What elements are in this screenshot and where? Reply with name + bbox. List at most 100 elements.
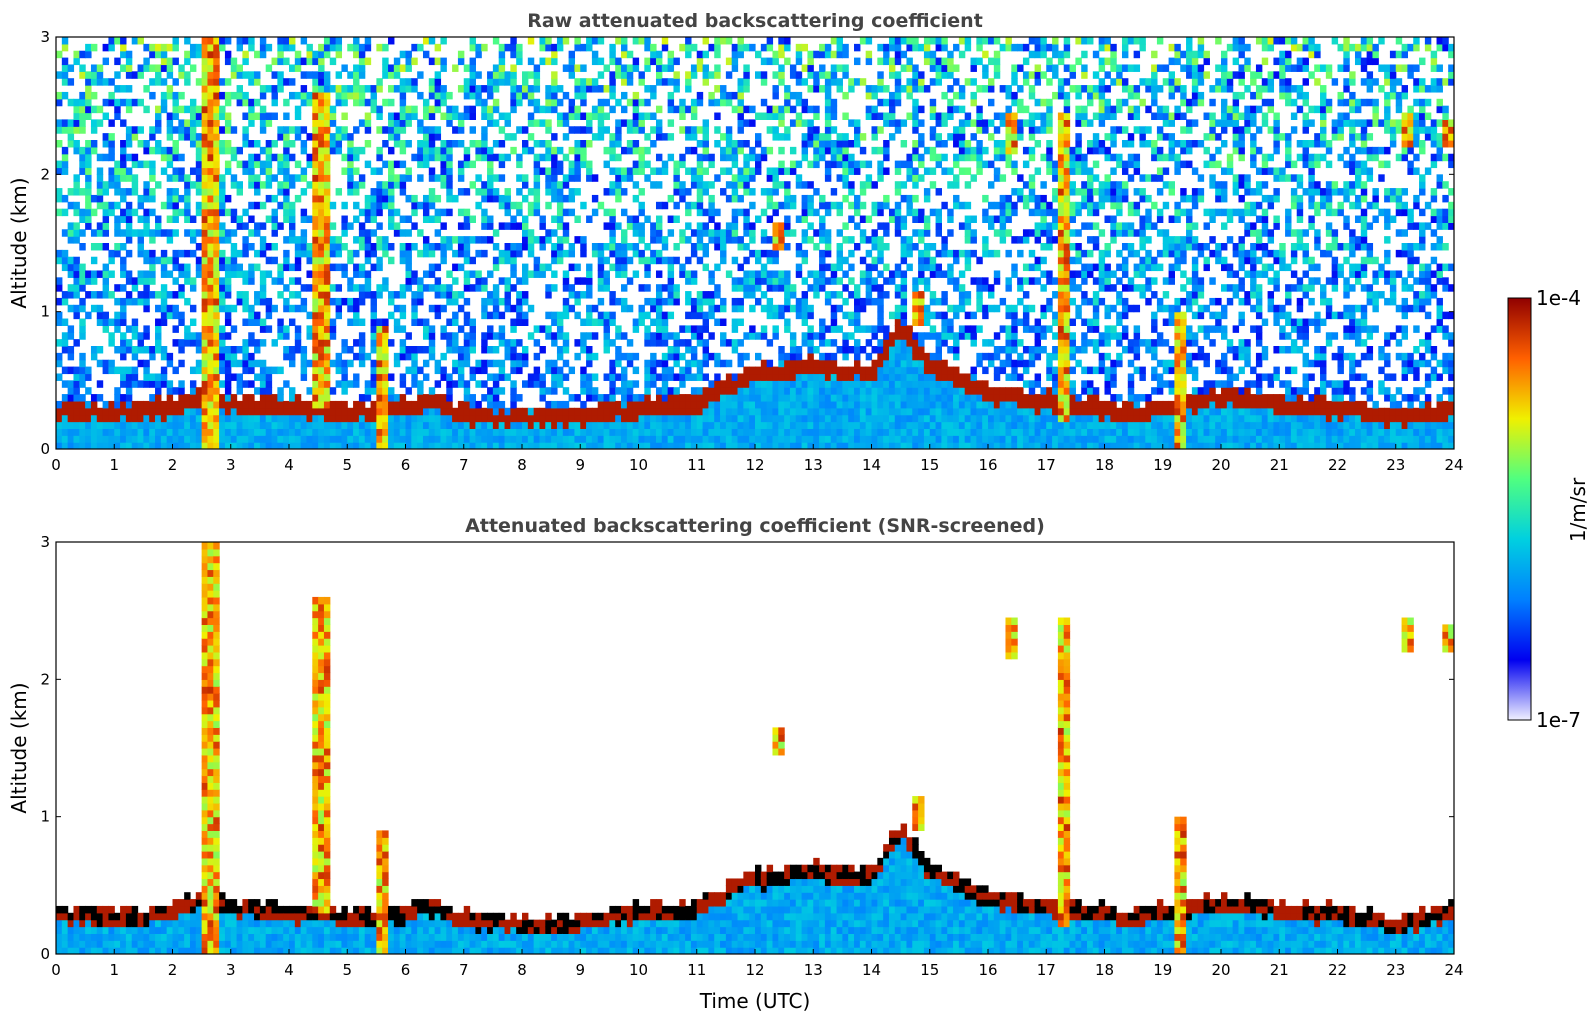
heatmap-cell-p1 xyxy=(842,311,849,320)
heatmap-cell-p1 xyxy=(469,105,476,114)
heatmap-cell-p1 xyxy=(801,64,809,72)
heatmap-cell-p1 xyxy=(737,167,744,175)
heatmap-cell-p1 xyxy=(108,208,115,217)
heatmap-cell-p1 xyxy=(533,270,541,278)
heatmap-cell-p1 xyxy=(562,174,570,182)
heatmap-cell-p1 xyxy=(498,112,506,120)
heatmap-cell-p1 xyxy=(586,359,593,368)
heatmap-cell-p1 xyxy=(650,181,657,189)
heatmap-cell-p1 xyxy=(195,201,203,210)
heatmap-cell-p1 xyxy=(376,359,383,368)
heatmap-cell-p1 xyxy=(428,435,436,443)
heatmap-cell-p1 xyxy=(667,435,675,443)
heatmap-cell-p1 xyxy=(475,421,482,429)
heatmap-cell-p1 xyxy=(160,291,168,299)
heatmap-cell-p1 xyxy=(632,112,640,120)
heatmap-cell-p1 xyxy=(370,325,377,333)
heatmap-cell-p1 xyxy=(638,78,645,86)
heatmap-cell-p1 xyxy=(79,50,86,59)
heatmap-cell-p1 xyxy=(655,297,663,306)
heatmap-cell-p1 xyxy=(854,407,861,416)
heatmap-cell-p1 xyxy=(679,352,686,361)
heatmap-cell-p1 xyxy=(318,243,325,251)
heatmap-cell-p1 xyxy=(772,256,779,265)
heatmap-cell-p1 xyxy=(405,85,412,93)
heatmap-cell-p1 xyxy=(545,201,552,210)
heatmap-cell-p1 xyxy=(854,435,861,443)
heatmap-cell-p1 xyxy=(329,222,337,230)
heatmap-cell-p1 xyxy=(556,215,564,223)
heatmap-cell-p1 xyxy=(236,215,243,223)
heatmap-cell-p1 xyxy=(696,339,704,347)
heatmap-cell-p1 xyxy=(632,64,640,72)
heatmap-cell-p1 xyxy=(56,339,63,347)
heatmap-cell-p1 xyxy=(323,222,331,230)
heatmap-cell-p1 xyxy=(714,394,721,402)
heatmap-cell-p1 xyxy=(638,126,645,134)
heatmap-cell-p1 xyxy=(248,339,255,347)
heatmap-cell-p1 xyxy=(859,229,867,237)
heatmap-cell-p1 xyxy=(819,414,826,423)
heatmap-cell-p1 xyxy=(632,325,640,333)
heatmap-cell-p1 xyxy=(842,270,849,278)
heatmap-cell-p1 xyxy=(370,400,377,409)
heatmap-cell-p1 xyxy=(446,174,453,182)
heatmap-cell-p1 xyxy=(85,270,92,278)
heatmap-cell-p1 xyxy=(120,400,127,409)
heatmap-cell-p1 xyxy=(516,304,523,313)
heatmap-cell-p1 xyxy=(318,133,325,141)
heatmap-cell-p1 xyxy=(819,284,826,292)
heatmap-cell-p1 xyxy=(85,50,92,59)
heatmap-cell-p1 xyxy=(830,311,838,320)
heatmap-cell-p1 xyxy=(96,174,104,182)
heatmap-cell-p1 xyxy=(632,57,640,66)
heatmap-cell-p1 xyxy=(382,359,389,368)
heatmap-cell-p1 xyxy=(195,421,203,429)
heatmap-cell-p1 xyxy=(259,435,267,443)
heatmap-cell-p1 xyxy=(283,325,290,333)
heatmap-cell-p1 xyxy=(329,414,337,423)
heatmap-cell-p1 xyxy=(323,346,331,354)
heatmap-cell-p1 xyxy=(155,373,162,381)
heatmap-cell-p1 xyxy=(702,126,709,134)
heatmap-cell-p1 xyxy=(364,243,372,251)
heatmap-cell-p1 xyxy=(96,71,104,79)
heatmap-cell-p1 xyxy=(714,421,721,429)
heatmap-cell-p1 xyxy=(347,435,354,443)
heatmap-cell-p1 xyxy=(469,126,476,134)
heatmap-cell-p1 xyxy=(632,126,640,134)
heatmap-cell-p1 xyxy=(96,270,104,278)
heatmap-cell-p1 xyxy=(481,249,488,258)
heatmap-cell-p1 xyxy=(690,442,698,449)
heatmap-cell-p1 xyxy=(189,64,197,72)
heatmap-cell-p1 xyxy=(79,119,86,127)
heatmap-cell-p1 xyxy=(393,119,401,127)
heatmap-cell-p1 xyxy=(562,208,570,217)
heatmap-cell-p1 xyxy=(347,249,354,258)
heatmap-cell-p1 xyxy=(201,112,209,120)
heatmap-cell-p1 xyxy=(73,50,80,59)
heatmap-cell-p1 xyxy=(79,167,86,175)
heatmap-cell-p1 xyxy=(85,85,92,93)
heatmap-cell-p1 xyxy=(353,249,360,258)
heatmap-cell-p1 xyxy=(824,140,832,148)
heatmap-cell-p1 xyxy=(440,112,447,120)
heatmap-cell-p1 xyxy=(661,311,669,320)
heatmap-cell-p1 xyxy=(556,119,564,127)
heatmap-cell-p1 xyxy=(673,297,680,306)
heatmap-cell-p1 xyxy=(160,98,168,107)
heatmap-cell-p1 xyxy=(819,140,826,148)
heatmap-cell-p1 xyxy=(871,284,878,292)
heatmap-cell-p1 xyxy=(580,126,587,134)
heatmap-cell-p1 xyxy=(708,435,715,443)
heatmap-cell-p1 xyxy=(737,400,744,409)
heatmap-cell-p1 xyxy=(527,270,535,278)
heatmap-cell-p1 xyxy=(166,43,174,52)
heatmap-cell-p1 xyxy=(638,435,645,443)
heatmap-cell-p1 xyxy=(452,126,459,134)
heatmap-cell-p1 xyxy=(644,160,651,169)
heatmap-cell-p1 xyxy=(79,394,86,402)
heatmap-cell-p1 xyxy=(766,201,774,210)
heatmap-cell-p1 xyxy=(294,236,302,244)
heatmap-cell-p1 xyxy=(358,236,366,244)
